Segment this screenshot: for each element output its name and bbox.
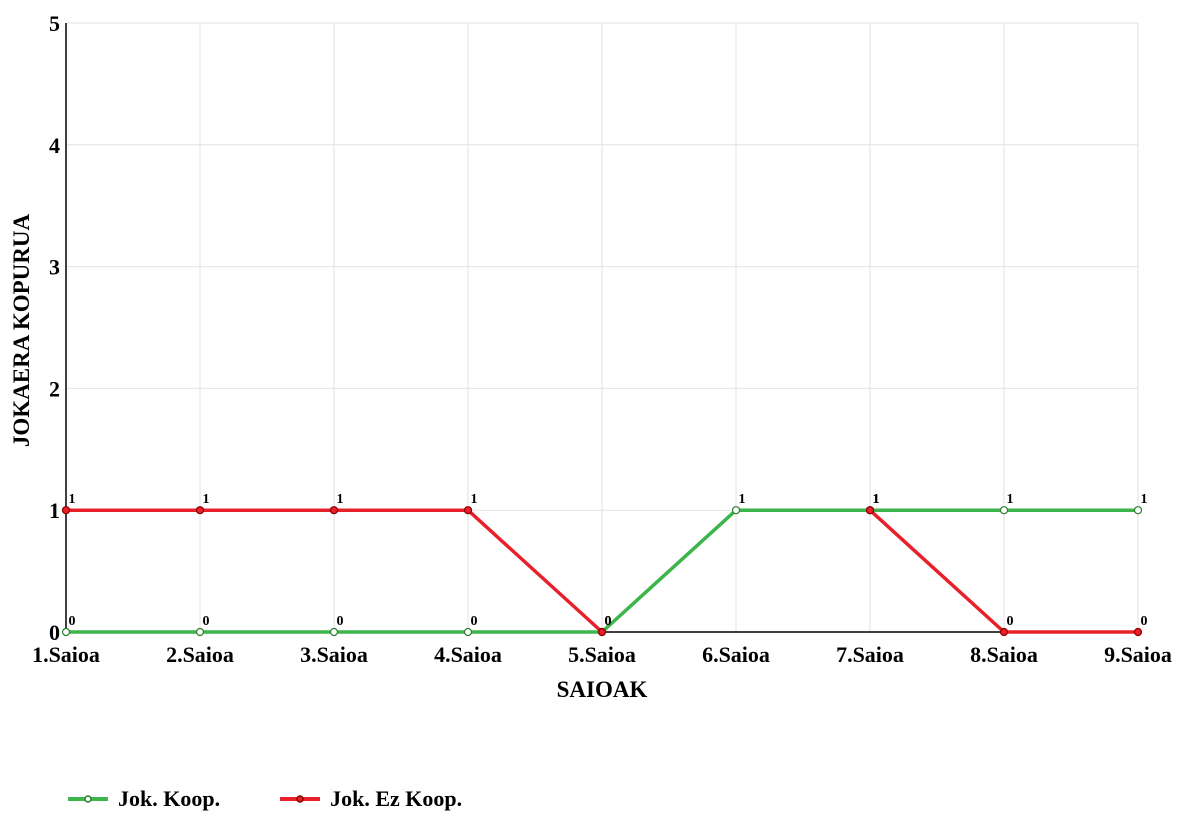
y-tick-label: 2 — [49, 376, 60, 401]
data-label: 1 — [1141, 492, 1148, 507]
data-label: 1 — [739, 492, 746, 507]
data-point — [597, 627, 607, 637]
data-label: 0 — [1141, 614, 1148, 629]
data-label: 0 — [337, 614, 344, 629]
x-tick-label: 5.Saioa — [568, 642, 636, 667]
x-axis-title: SAIOAK — [557, 677, 648, 702]
data-label: 1 — [873, 492, 880, 507]
y-tick-label: 3 — [49, 255, 60, 280]
data-point — [999, 506, 1009, 515]
data-label: 1 — [69, 492, 76, 507]
data-point — [865, 506, 875, 515]
data-label: 1 — [873, 492, 880, 507]
legend-item-jok-koop: Jok. Koop. — [68, 786, 220, 812]
data-point — [463, 506, 473, 515]
data-point — [61, 506, 71, 515]
y-tick-label: 4 — [49, 133, 60, 158]
data-point — [999, 627, 1009, 637]
y-axis-title: JOKAERA KOPURUA — [9, 214, 34, 448]
x-tick-label: 3.Saioa — [300, 642, 368, 667]
data-point — [463, 627, 473, 637]
x-tick-labels: 1.Saioa 2.Saioa 3.Saioa 4.Saioa 5.Saioa 6.Sai… — [32, 642, 1172, 667]
x-tick-label: 7.Saioa — [836, 642, 904, 667]
y-tick-label: 1 — [49, 498, 60, 523]
x-tick-label: 1.Saioa — [32, 642, 100, 667]
legend-label: Jok. Ez Koop. — [330, 786, 463, 811]
data-point — [1133, 506, 1143, 515]
data-label: 0 — [69, 614, 76, 629]
data-label: 0 — [605, 614, 612, 629]
data-label: 0 — [1007, 614, 1014, 629]
data-label: 0 — [203, 614, 210, 629]
legend-swatch — [280, 795, 321, 803]
x-tick-label: 2.Saioa — [166, 642, 234, 667]
data-point — [329, 627, 339, 637]
data-label: 0 — [605, 614, 612, 629]
y-tick-label: 0 — [49, 620, 60, 645]
data-point — [731, 506, 741, 515]
data-label: 1 — [1007, 492, 1014, 507]
data-point — [329, 506, 339, 515]
x-tick-label: 6.Saioa — [702, 642, 770, 667]
y-tick-labels: 0 1 2 3 4 5 — [49, 11, 60, 645]
legend-item-jok-ez-koop: Jok. Ez Koop. — [280, 786, 462, 812]
series-layer — [61, 506, 1143, 637]
data-label: 1 — [203, 492, 210, 507]
grid-lines — [65, 22, 1139, 633]
data-label: 0 — [471, 614, 478, 629]
legend-label: Jok. Koop. — [118, 786, 221, 811]
data-point — [1133, 627, 1143, 637]
data-point — [61, 627, 71, 637]
data-label: 1 — [337, 492, 344, 507]
x-tick-label: 9.Saioa — [1104, 642, 1172, 667]
data-point — [195, 506, 205, 515]
legend: Jok. Koop. Jok. Ez Koop. — [68, 786, 462, 812]
x-tick-label: 4.Saioa — [434, 642, 502, 667]
legend-swatch — [68, 795, 108, 803]
x-tick-label: 8.Saioa — [970, 642, 1038, 667]
data-label: 1 — [471, 492, 478, 507]
y-tick-label: 5 — [49, 11, 60, 36]
data-point — [195, 627, 205, 637]
